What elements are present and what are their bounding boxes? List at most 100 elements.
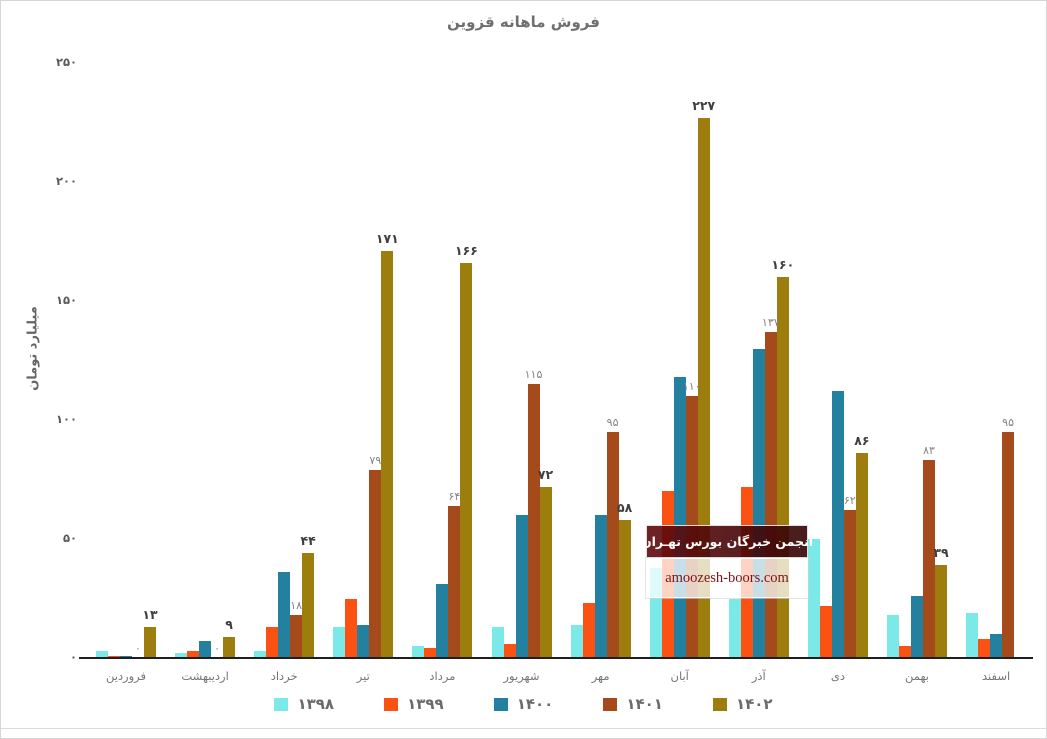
bar-1401-month-11 <box>923 460 935 658</box>
bottom-divider <box>1 728 1046 729</box>
bar-label-1401-month-6: ۱۱۵ <box>524 368 543 382</box>
bar-1402-month-8 <box>697 117 710 658</box>
bar-1400-month-12 <box>990 634 1003 658</box>
x-axis-line <box>79 657 1033 659</box>
bar-label-1402-month-2: ۹ <box>225 616 233 632</box>
legend-label-1402: ۱۴۰۲ <box>735 695 773 713</box>
x-tick-label-month-3: خرداد <box>270 669 298 683</box>
legend: ۱۳۹۸ ۱۳۹۹ ۱۴۰۰ ۱۴۰۱ ۱۴۰۲ <box>1 695 1046 713</box>
bar-label-1401-month-11: ۸۳ <box>923 444 935 458</box>
bar-1400-month-9 <box>752 348 765 658</box>
legend-item-1402: ۱۴۰۲ <box>712 695 773 713</box>
watermark-text: انجمن خبرگان بورس تهـران <box>640 534 814 549</box>
legend-item-1400: ۱۴۰۰ <box>493 695 554 713</box>
legend-swatch-1399 <box>384 697 399 711</box>
bar-1401-month-7 <box>606 431 619 658</box>
bar-1399-month-1 <box>108 655 120 658</box>
legend-item-1399: ۱۳۹۹ <box>384 695 444 713</box>
bar-label-1402-month-10: ۸۶ <box>854 433 870 449</box>
y-tick-label-50: ۵۰ <box>62 531 77 545</box>
bar-1399-month-6 <box>503 643 516 658</box>
bar-label-1401-month-10: ۶۲ <box>843 494 856 508</box>
legend-swatch-1402 <box>712 697 727 711</box>
bar-1398-month-4 <box>333 627 346 658</box>
bar-1401-month-12 <box>1002 431 1015 658</box>
bar-label-1401-month-12: ۹۵ <box>1002 415 1014 429</box>
bar-1398-month-2 <box>175 653 188 658</box>
y-tick-label-150: ۱۵۰ <box>55 293 77 307</box>
legend-label-1398: ۱۳۹۸ <box>297 695 335 713</box>
x-tick-label-month-4: تیر <box>356 669 370 683</box>
legend-label-1401: ۱۴۰۱ <box>626 695 663 713</box>
legend-swatch-1398 <box>274 697 289 711</box>
bar-label-1401-month-4: ۷۹ <box>369 453 382 467</box>
x-tick-label-month-9: آذر <box>751 669 766 683</box>
bar-1399-month-10 <box>819 605 832 658</box>
bar-1400-month-5 <box>436 584 449 658</box>
bar-1400-month-2 <box>199 641 212 658</box>
x-tick-label-month-8: آبان <box>670 669 689 683</box>
bar-label-1401-month-2: ۰ <box>214 642 221 655</box>
bar-label-1401-month-8: ۱۱۰ <box>682 380 701 394</box>
bar-1399-month-3 <box>266 627 279 658</box>
bar-1399-month-2 <box>187 650 200 658</box>
watermark-url: amoozesh-boors.com <box>665 569 789 586</box>
bar-1400-month-1 <box>120 655 132 658</box>
bar-1401-month-4 <box>369 469 382 658</box>
bar-1398-month-11 <box>887 615 899 658</box>
bar-1398-month-12 <box>966 612 979 658</box>
bar-label-1402-month-6: ۷۲ <box>537 466 554 482</box>
bar-label-1401-month-7: ۹۵ <box>606 415 619 429</box>
bar-label-1402-month-3: ۴۴ <box>300 533 316 549</box>
bar-1400-month-4 <box>357 624 370 658</box>
bar-1402-month-6 <box>539 486 552 658</box>
bar-1402-month-2 <box>223 636 236 658</box>
bar-1398-month-9 <box>728 598 741 658</box>
legend-item-1401: ۱۴۰۱ <box>603 695 663 713</box>
bar-label-1401-month-5: ۶۴ <box>448 489 461 503</box>
legend-label-1399: ۱۳۹۹ <box>407 695 444 713</box>
watermark-band: انجمن خبرگان بورس تهـران <box>641 525 813 558</box>
y-tick-label-0: ۰ <box>69 650 77 664</box>
bar-1399-month-11 <box>899 646 911 658</box>
bar-1401-month-3 <box>290 615 303 658</box>
bar-label-1402-month-9: ۱۶۰ <box>771 257 795 273</box>
bar-1398-month-7 <box>570 624 583 658</box>
x-tick-label-month-1: فروردین <box>105 669 147 683</box>
legend-label-1400: ۱۴۰۰ <box>516 695 554 713</box>
bar-1400-month-3 <box>278 572 291 658</box>
bar-label-1401-month-3: ۱۸ <box>290 599 303 613</box>
bar-1400-month-6 <box>515 515 528 658</box>
y-tick-label-250: ۲۵۰ <box>55 55 77 69</box>
bar-1402-month-7 <box>618 519 631 658</box>
chart-title: فروش ماهانه قزوین <box>447 13 600 31</box>
bar-1399-month-4 <box>345 598 358 658</box>
bar-1400-month-7 <box>594 515 607 658</box>
bar-1399-month-5 <box>424 648 437 658</box>
x-tick-label-month-6: شهریور <box>503 669 540 683</box>
legend-item-1398: ۱۳۹۸ <box>274 695 334 713</box>
bar-1402-month-10 <box>855 453 868 658</box>
bar-1398-month-5 <box>412 646 425 658</box>
y-tick-label-100: ۱۰۰ <box>55 412 77 426</box>
bar-1401-month-5 <box>448 505 461 658</box>
bar-1400-month-10 <box>831 391 844 658</box>
bar-1398-month-10 <box>807 539 820 658</box>
bar-label-1402-month-8: ۲۲۷ <box>692 97 716 113</box>
bar-1402-month-1 <box>144 627 156 658</box>
y-tick-label-200: ۲۰۰ <box>55 174 77 188</box>
bar-1398-month-1 <box>96 650 108 658</box>
bar-1402-month-11 <box>935 565 947 658</box>
bar-1402-month-3 <box>302 553 315 658</box>
watermark-url-box: amoozesh-boors.com <box>645 557 809 599</box>
x-tick-label-month-7: مهر <box>591 669 610 683</box>
bar-label-1402-month-1: ۱۳ <box>142 607 158 623</box>
x-tick-label-month-10: دی <box>830 669 845 683</box>
legend-swatch-1400 <box>493 697 508 711</box>
bar-1401-month-9 <box>764 331 777 658</box>
bar-1400-month-11 <box>911 596 923 658</box>
bar-1402-month-4 <box>381 251 394 658</box>
x-tick-label-month-2: اردیبهشت <box>181 669 229 683</box>
bar-1398-month-3 <box>254 650 267 658</box>
bar-label-1402-month-7: ۵۸ <box>616 499 633 515</box>
